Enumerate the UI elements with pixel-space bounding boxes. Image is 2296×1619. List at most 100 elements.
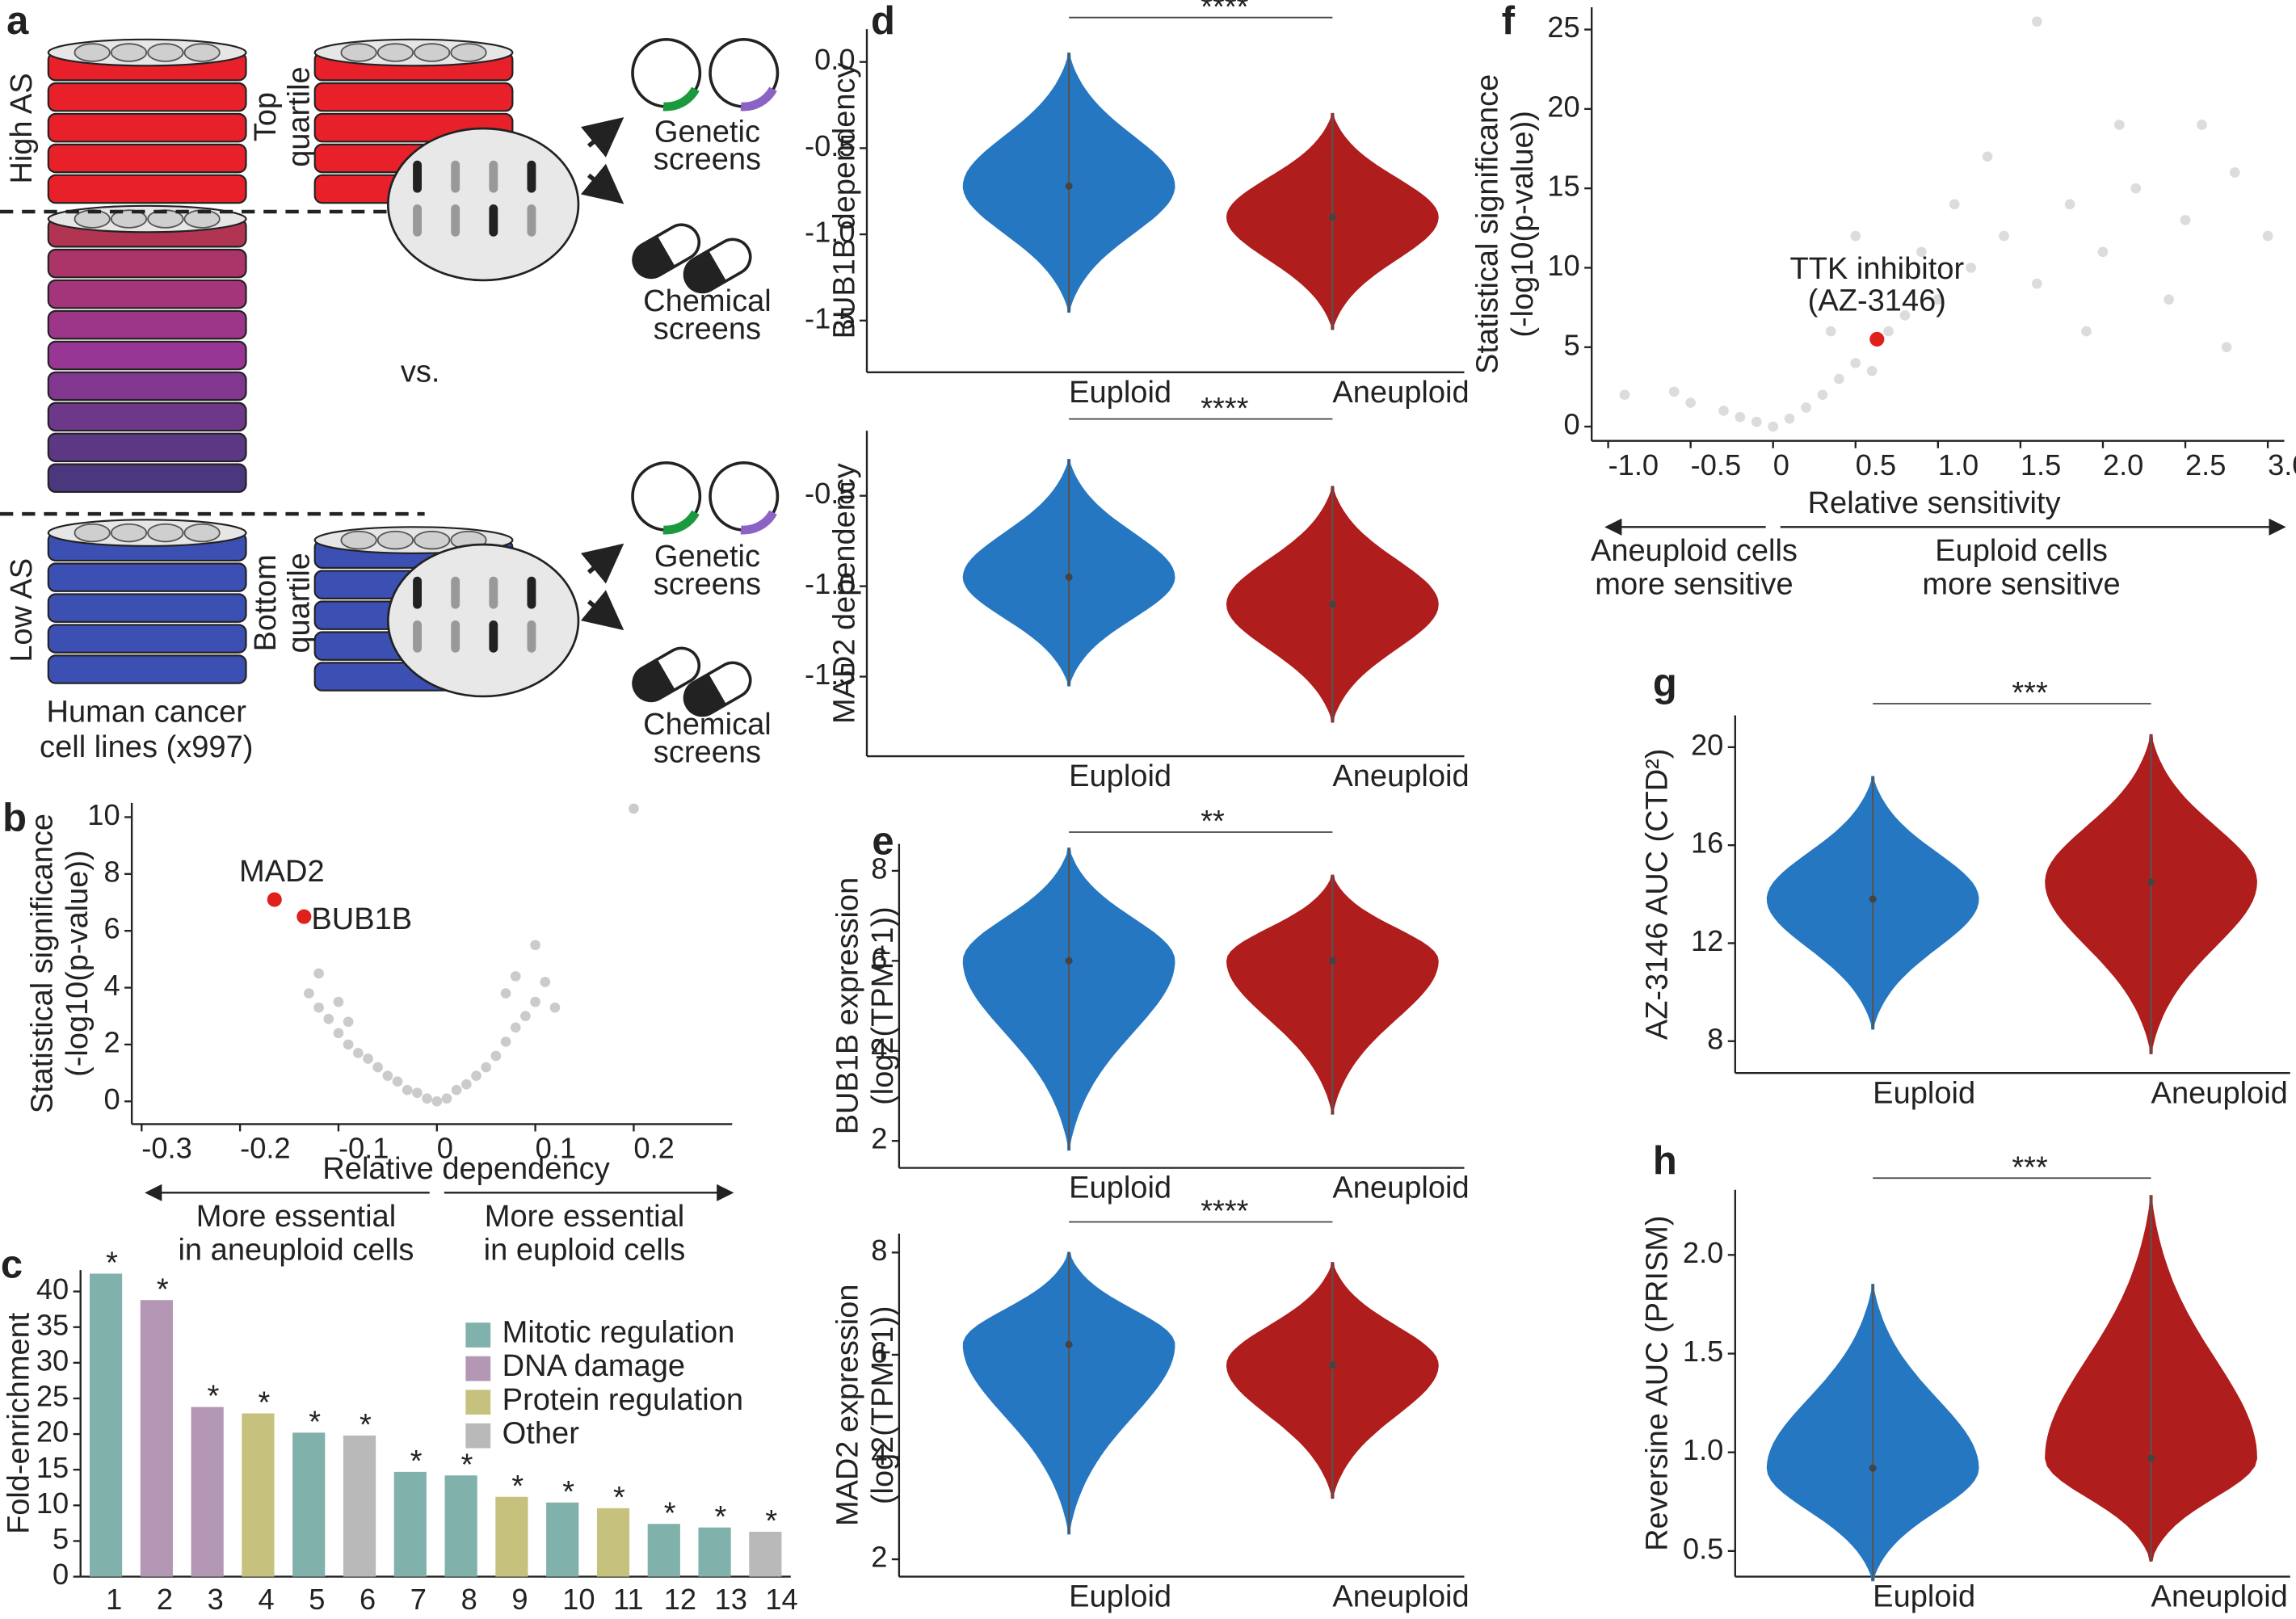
bar-mark: * <box>511 1470 524 1503</box>
median <box>2147 1454 2155 1462</box>
median <box>1328 600 1336 608</box>
label-line: Genetic <box>654 115 760 149</box>
point-label: TTK inhibitor (AZ-3146) <box>1789 252 1964 318</box>
panel-letter: a <box>6 0 29 43</box>
legend-label: DNA damage <box>503 1349 685 1383</box>
panel-letter: g <box>1653 662 1677 705</box>
y-axis-label-line: Statistical significance <box>1470 74 1504 374</box>
y-tick-label: -1.5 <box>805 658 855 691</box>
x-tick-label: 12 <box>664 1583 696 1616</box>
point <box>313 1002 324 1013</box>
point <box>352 1048 364 1058</box>
label: Chemical screens <box>643 284 772 346</box>
point <box>343 1016 354 1028</box>
label: vs. <box>401 355 440 389</box>
disk <box>313 82 514 112</box>
point <box>510 1022 521 1033</box>
point <box>2031 16 2042 27</box>
x-tick-label: 0.5 <box>1856 448 1896 481</box>
disk <box>47 402 247 432</box>
chromosome <box>489 204 498 237</box>
y-tick-label: 0 <box>53 1558 69 1591</box>
x-tick-label: Aneuploid <box>1332 759 1469 793</box>
label-line: cell lines (x997) <box>40 730 253 764</box>
x-tick-label: 8 <box>461 1583 477 1616</box>
y-tick-label: 2.0 <box>1683 1236 1723 1269</box>
y-axis-label: MAD2 dependency <box>828 463 862 724</box>
disk <box>47 340 247 371</box>
arrow-label-line: in aneuploid cells <box>178 1234 414 1268</box>
median <box>1869 895 1877 903</box>
chromosome <box>527 576 536 609</box>
point <box>530 996 540 1007</box>
x-tick-label: 10 <box>562 1583 595 1616</box>
y-tick-label: 15 <box>1547 170 1579 203</box>
median <box>1869 1464 1877 1472</box>
point <box>549 1002 561 1013</box>
y-tick-label: 40 <box>36 1272 69 1306</box>
bar-mark: * <box>410 1444 423 1478</box>
point <box>1619 389 1630 401</box>
x-tick-label: -0.1 <box>339 1132 389 1165</box>
bar-mark: * <box>461 1449 473 1482</box>
x-tick-label: Aneuploid <box>2151 1580 2288 1614</box>
point <box>1685 397 1697 408</box>
y-axis-label-line: AZ-3146 AUC (CTD²) <box>1641 749 1675 1041</box>
point <box>2130 183 2142 194</box>
y-tick-label: 2 <box>103 1026 120 1059</box>
highlight-point <box>296 909 312 924</box>
point <box>441 1093 452 1104</box>
point <box>510 971 521 982</box>
y-tick-label: 2 <box>871 1122 887 1155</box>
arrow-label-line: More essential <box>196 1200 396 1234</box>
y-axis-label: BUB1B expression(log2(TPM+1)) <box>831 877 900 1134</box>
point <box>530 940 540 951</box>
label-line: screens <box>654 143 761 177</box>
point <box>2197 120 2207 130</box>
y-axis-label: BUB1B dependency <box>828 63 862 339</box>
label: High AS <box>5 73 39 183</box>
pill <box>683 238 752 294</box>
x-tick-label: -1.0 <box>1608 448 1659 481</box>
label: Bottomquartile <box>249 553 317 653</box>
label-line: Chemical <box>643 284 772 318</box>
median <box>1065 1340 1073 1348</box>
point <box>1668 386 1680 397</box>
chromosome <box>413 620 422 653</box>
x-axis-label: Relative dependency <box>322 1152 609 1186</box>
point <box>2114 120 2125 130</box>
pill <box>683 661 752 717</box>
pill <box>632 646 701 703</box>
label-line: Top <box>249 92 283 141</box>
point <box>2164 294 2174 305</box>
panel-letter: b <box>2 797 27 840</box>
bar <box>444 1475 477 1577</box>
x-tick-label: -0.5 <box>1691 448 1741 481</box>
bar <box>292 1432 326 1577</box>
point <box>471 1070 481 1081</box>
point <box>1883 326 1894 337</box>
point <box>481 1062 492 1073</box>
cell <box>450 43 487 62</box>
bar-mark: * <box>715 1500 727 1534</box>
x-tick-label: 14 <box>765 1583 797 1616</box>
cell <box>183 523 221 543</box>
bar-mark: * <box>664 1497 676 1531</box>
y-axis-label-line: (log2(TPM+1)) <box>866 1306 900 1504</box>
point <box>1949 199 1960 210</box>
bar <box>698 1527 731 1577</box>
cell <box>110 523 148 543</box>
x-tick-label: 2 <box>157 1583 173 1616</box>
label-line: Genetic <box>654 540 760 574</box>
x-tick-label: 3.0 <box>2268 448 2296 481</box>
point <box>451 1084 462 1095</box>
arrow <box>580 117 624 158</box>
pill <box>632 223 701 280</box>
x-tick-label: Aneuploid <box>1332 1171 1469 1205</box>
median <box>1328 957 1336 965</box>
median <box>1065 573 1073 581</box>
label-line: screens <box>654 312 761 346</box>
cell <box>110 43 148 62</box>
bar <box>242 1413 275 1577</box>
panel-letter: e <box>872 819 894 863</box>
